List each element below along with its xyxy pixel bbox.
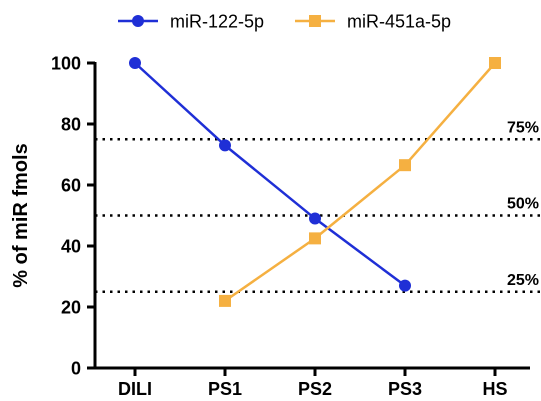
legend-label: miR-122-5p [170,12,264,32]
data-point-square [399,159,411,172]
reference-lines: 75% 50% 25% [95,119,540,293]
x-tick-label: DILI [118,379,152,399]
series-line-2 [224,62,496,302]
x-tick-label: PS2 [298,379,332,399]
data-point-circle [219,139,231,152]
x-tick-label: HS [482,379,507,399]
y-ticks: 0 20 40 60 80 100 [51,54,95,379]
data-point-circle [129,57,141,69]
series-layer [129,57,501,307]
data-point-square [219,294,231,307]
y-tick-label: 40 [61,237,81,257]
legend-label: miR-451a-5p [347,12,451,32]
y-tick-label: 80 [61,115,81,135]
data-point-circle [399,279,411,292]
x-tick-label: PS3 [388,379,422,399]
series-line-1 [134,62,406,287]
legend: miR-122-5p miR-451a-5p [118,12,451,32]
y-tick-label: 20 [61,298,81,318]
y-tick-label: 60 [61,176,81,196]
data-point-square [489,57,501,69]
x-tick-label: PS1 [208,379,242,399]
reference-line-label: 75% [507,119,539,136]
reference-line-label: 25% [507,272,539,289]
data-point-circle [309,212,321,225]
legend-marker-circle [132,15,144,27]
legend-marker-square [309,15,321,27]
reference-line-label: 50% [507,196,539,213]
y-tick-label: 0 [71,359,81,379]
x-ticks: DILI PS1 PS2 PS3 HS [118,368,508,399]
y-tick-label: 100 [51,54,81,74]
axes: 0 20 40 60 80 100 DILI PS1 PS2 PS3 HS % of miR fm… [10,54,530,399]
data-point-square [309,232,321,245]
y-axis-title: % of miR fmols [10,143,32,287]
